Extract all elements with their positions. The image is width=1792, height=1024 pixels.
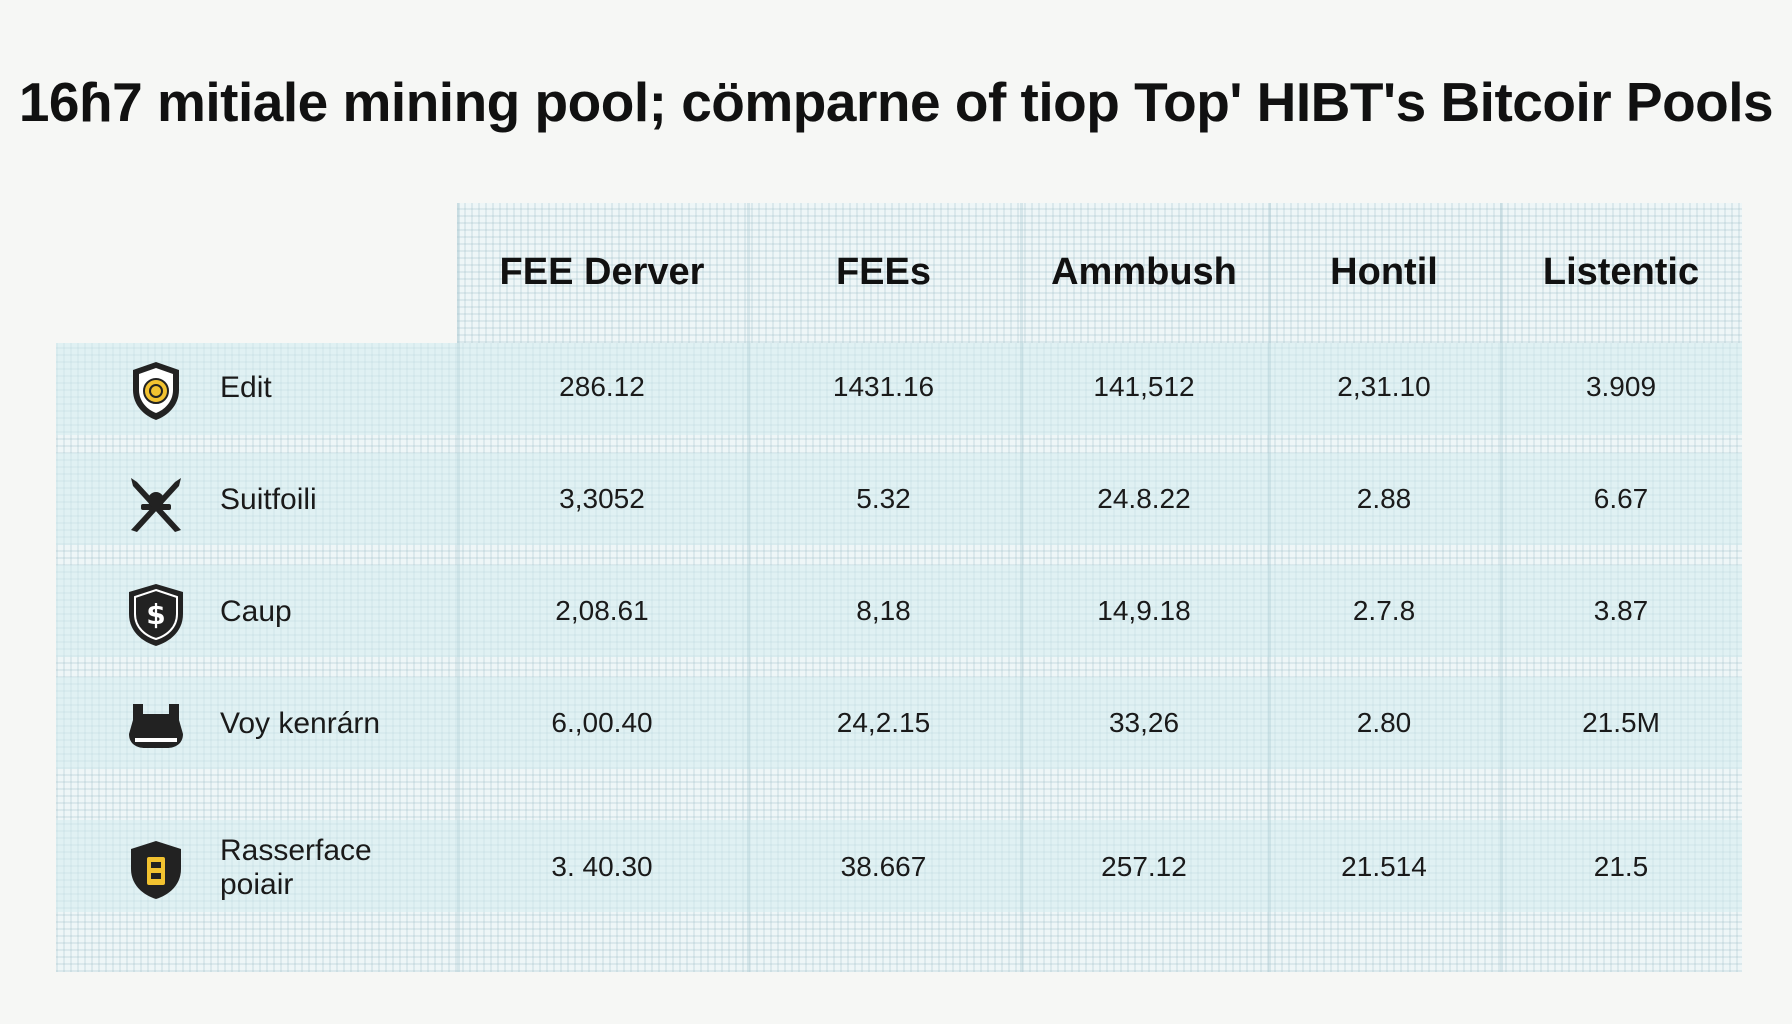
shield-tower-icon [121,835,191,905]
table-cell: 14,9.18 [1097,595,1191,626]
row-band [56,677,1742,769]
table-cell: 286.12 [559,371,645,402]
table-cell: 21.514 [1341,851,1427,882]
row-band [56,565,1742,657]
table-cell: 24.8.22 [1097,483,1191,514]
table-cell: 33,26 [1108,707,1180,738]
column-header-ammbush: Ammbush [1051,251,1237,293]
svg-text:$: $ [146,598,165,631]
column-divider [747,203,750,972]
column-divider [1020,203,1023,972]
table-cell: 38.667 [840,851,927,882]
row-band [56,820,1742,912]
table-cell: 8,18 [856,595,911,626]
crossed-swords-icon [121,468,191,538]
row-band [56,343,1742,435]
table-cell: 141,512 [1093,371,1195,402]
table-cell: 2.7.8 [1352,595,1416,626]
helmet-icon [121,690,191,760]
row-label-suitfoili: Suitfoili [220,483,317,516]
shield-coin-icon [121,356,191,426]
table-cell: 257.12 [1101,851,1187,882]
table-cell: 3,3052 [559,483,645,514]
table-cell: 6.67 [1593,483,1649,514]
table-cell: 2.80 [1356,707,1412,738]
table-cell: 24,2.15 [836,707,931,738]
table-cell: 2,31.10 [1337,371,1431,402]
table-cell: 2,08.61 [555,595,649,626]
column-header-fees: FEEs [835,251,932,293]
table-cell: 3. 40.30 [551,851,653,882]
column-divider [457,203,460,972]
column-header-listentic: Listentic [1542,251,1700,293]
shield-dollar-icon: $ [121,580,191,650]
row-label-rasserface-poiair: Rasserface poiair [220,834,372,901]
table-cell: 5.32 [856,483,911,514]
chart-title: 16ɦ7 mitiale mining pool; cömparne of ti… [18,71,1774,133]
column-header-hontil: Hontil [1330,251,1438,293]
row-label-voy-kenrarn: Voy kenrárn [220,707,381,740]
table-cell: 2.88 [1356,483,1412,514]
column-divider [1268,203,1271,972]
table-cell: 1431.16 [832,371,935,402]
column-divider [1500,203,1503,972]
table-cell: 21.5M [1582,707,1660,738]
row-label-edit: Edit [220,371,272,404]
table-cell: 21.5 [1593,851,1649,882]
table-cell: 6.,00.40 [551,707,653,738]
header-grid-panel [457,203,1742,343]
table-cell: 3.909 [1585,371,1657,402]
row-label-caup: Caup [220,595,292,628]
table-cell: 3.87 [1593,595,1649,626]
row-band [56,453,1742,545]
column-header-fee-derver: FEE Derver [499,251,705,293]
